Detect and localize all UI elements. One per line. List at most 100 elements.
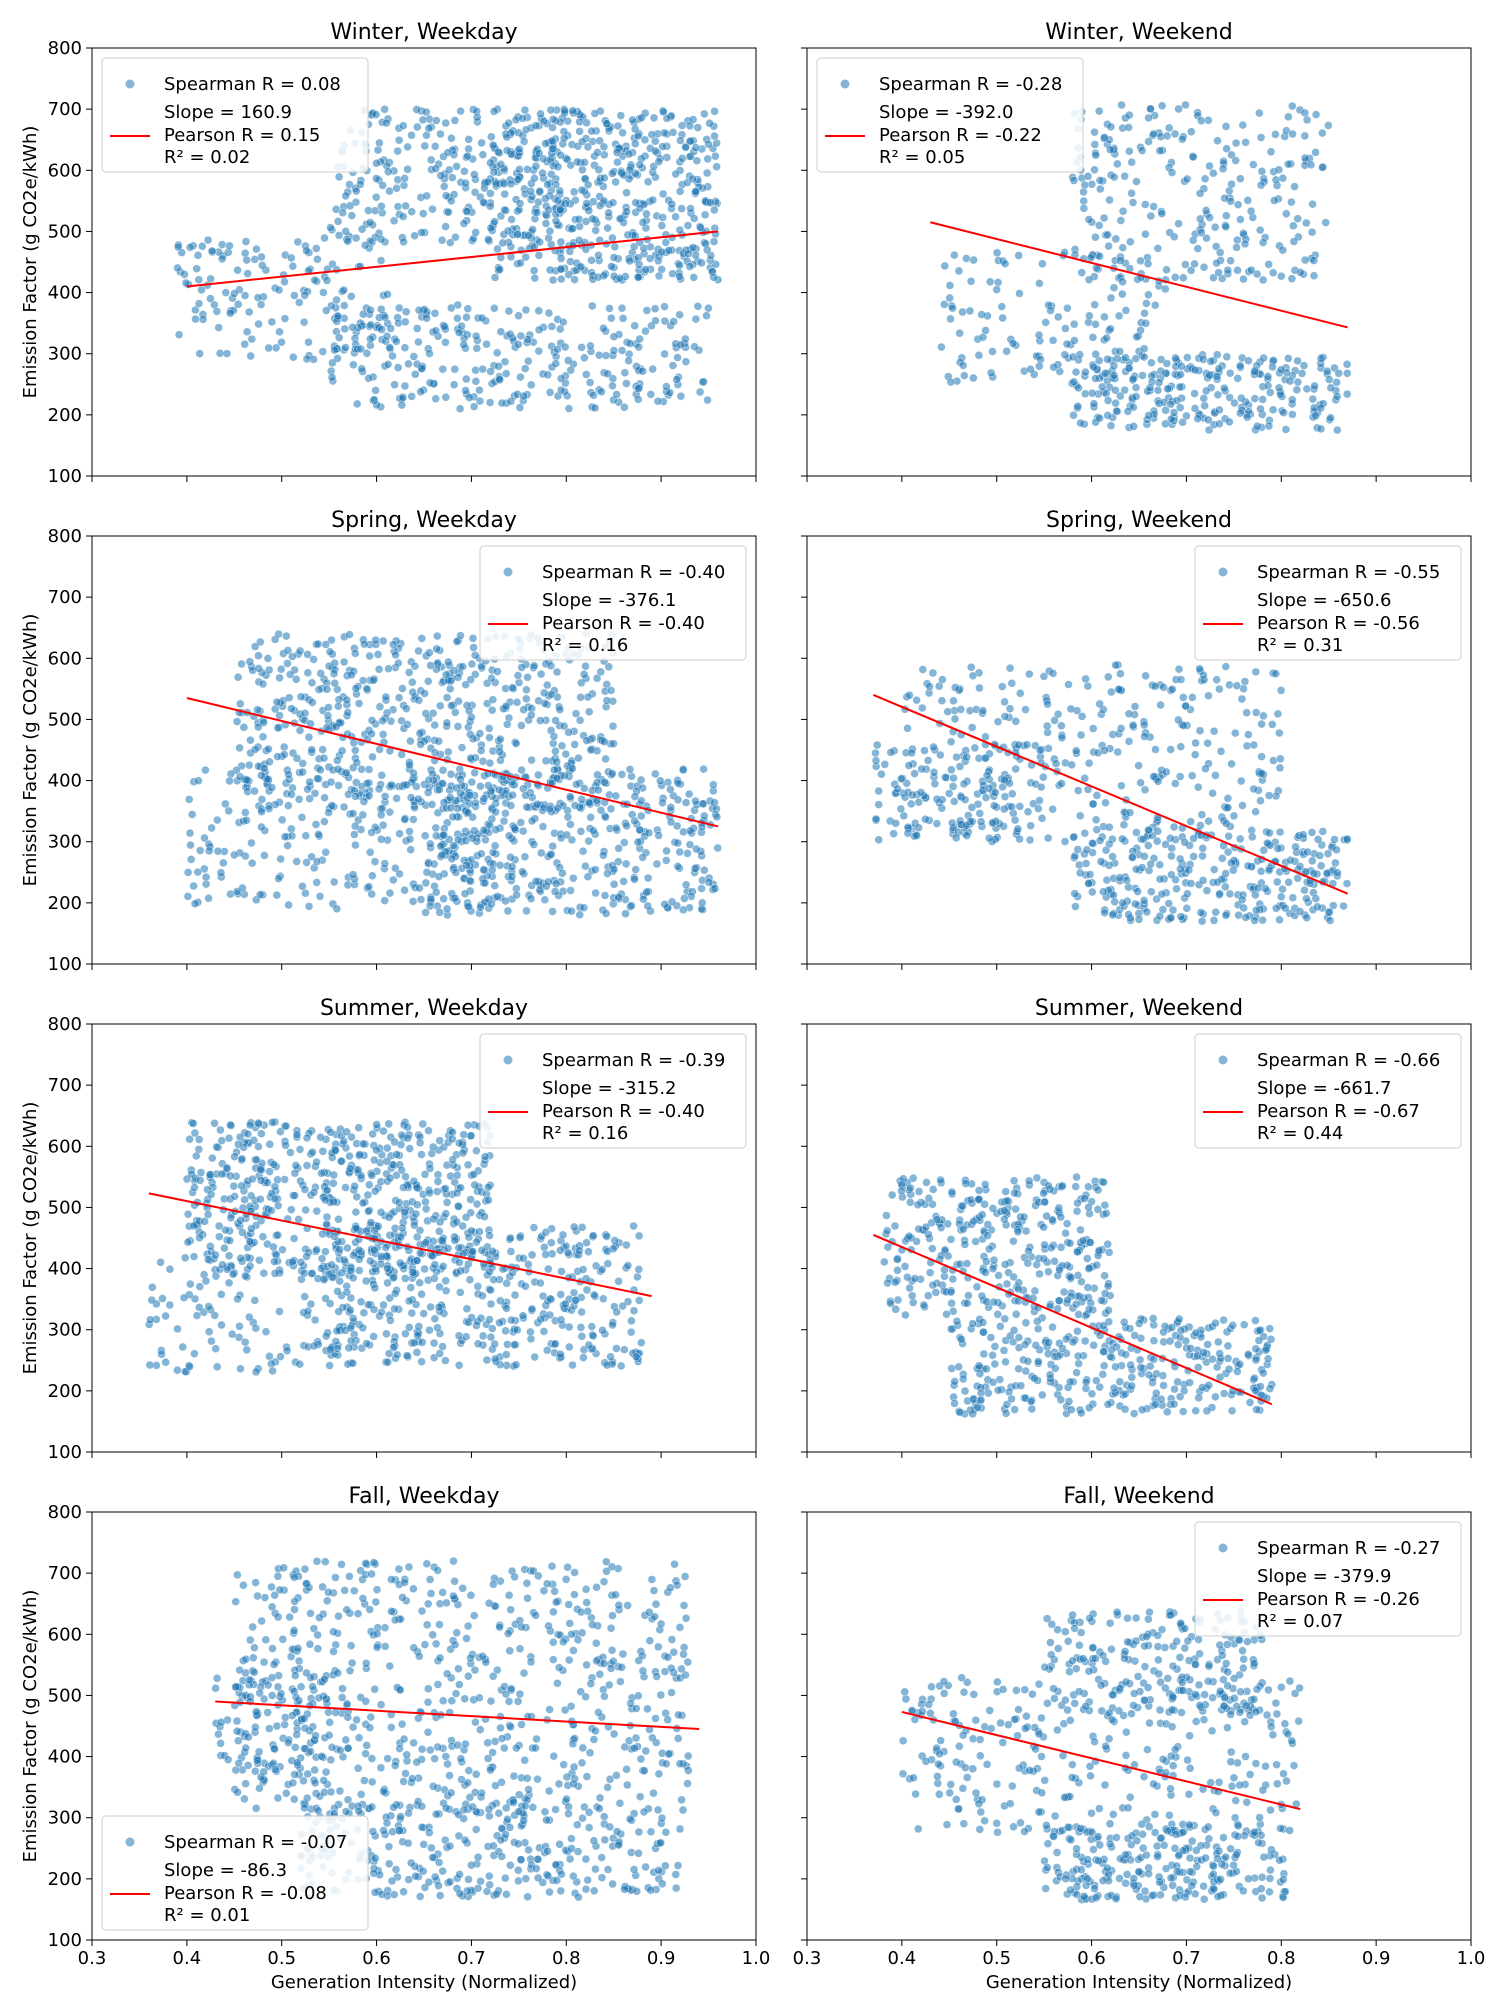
scatter-point [367, 716, 377, 725]
scatter-point [1096, 184, 1105, 194]
scatter-point [302, 858, 311, 867]
scatter-point [322, 306, 331, 315]
scatter-point [486, 202, 495, 211]
scatter-point [583, 142, 593, 152]
scatter-point [930, 779, 940, 788]
scatter-point [1095, 176, 1105, 185]
scatter-point [563, 1248, 573, 1257]
scatter-point [637, 811, 646, 821]
scatter-point [569, 187, 579, 197]
scatter-point [203, 235, 213, 245]
scatter-point [380, 792, 390, 801]
scatter-point [681, 880, 691, 889]
scatter-point [467, 777, 476, 787]
scatter-point [232, 717, 242, 726]
scatter-point [531, 161, 541, 171]
scatter-point [422, 314, 431, 323]
y-axis-label: Emission Factor (g CO2e/kWh) [20, 614, 41, 887]
scatter-point [206, 1190, 216, 1199]
scatter-point [1115, 873, 1125, 882]
scatter-point [986, 277, 995, 286]
scatter-point [379, 1300, 388, 1310]
scatter-point [1141, 319, 1151, 328]
scatter-point [287, 831, 297, 841]
scatter-point [599, 142, 609, 152]
scatter-point [399, 1183, 408, 1192]
scatter-point [651, 769, 660, 779]
scatter-point [411, 370, 420, 379]
scatter-point [322, 1219, 331, 1229]
scatter-point [587, 1322, 596, 1331]
scatter-point [441, 1356, 450, 1365]
scatter-point [709, 780, 718, 789]
scatter-point [981, 793, 991, 802]
scatter-point [318, 745, 327, 754]
scatter-point [347, 211, 356, 220]
scatter-point [500, 205, 509, 215]
scatter-point [685, 840, 695, 849]
scatter-point [440, 322, 449, 331]
scatter-point [254, 664, 263, 673]
scatter-point [405, 760, 414, 770]
scatter-point [1263, 838, 1272, 848]
scatter-point [607, 314, 616, 323]
scatter-point [1132, 177, 1141, 186]
y-tick-label: 800 [48, 38, 82, 59]
scatter-point [688, 243, 698, 252]
scatter-point [502, 1304, 511, 1313]
scatter-point [1223, 794, 1233, 803]
scatter-point [236, 699, 245, 708]
scatter-point [513, 230, 522, 239]
scatter-point [1124, 910, 1133, 919]
scatter-point [709, 273, 718, 282]
scatter-point [385, 186, 394, 196]
scatter-point [1297, 369, 1307, 378]
scatter-point [394, 693, 404, 702]
scatter-point [365, 651, 374, 661]
scatter-point [201, 879, 211, 889]
scatter-point [1190, 259, 1199, 269]
scatter-point [348, 809, 358, 818]
scatter-point [1128, 721, 1138, 730]
scatter-point [392, 1150, 401, 1159]
scatter-point [1007, 679, 1016, 688]
scatter-point [325, 647, 335, 656]
scatter-point [421, 878, 431, 888]
scatter-point [522, 906, 531, 916]
scatter-point [264, 343, 273, 353]
scatter-point [1023, 807, 1033, 816]
scatter-point [610, 242, 619, 252]
scatter-point [1124, 123, 1133, 132]
scatter-point [700, 210, 710, 220]
scatter-point [1114, 685, 1123, 694]
scatter-point [245, 1237, 255, 1246]
scatter-point [691, 187, 700, 196]
plot-frame [91, 47, 757, 477]
scatter-point [1057, 721, 1066, 730]
y-tick-label: 500 [48, 709, 82, 730]
legend-r2: R² = 0.16 [542, 635, 628, 656]
scatter-point [555, 186, 564, 196]
scatter-point [273, 752, 282, 761]
scatter-point [627, 1327, 636, 1337]
scatter-point [967, 803, 977, 812]
scatter-point [1161, 284, 1170, 294]
scatter-point [1079, 204, 1089, 213]
scatter-point [214, 323, 223, 332]
scatter-point [579, 903, 589, 912]
scatter-point [442, 693, 452, 702]
scatter-point [1157, 209, 1167, 218]
scatter-point [521, 364, 530, 373]
scatter-point [1276, 892, 1286, 901]
scatter-points [183, 629, 722, 920]
scatter-point [681, 357, 691, 366]
scatter-point [564, 270, 573, 279]
scatter-point [675, 225, 684, 235]
scatter-point [356, 180, 365, 189]
scatter-point [370, 1283, 380, 1293]
scatter-point [417, 634, 426, 643]
scatter-point [356, 344, 365, 354]
scatter-point [891, 819, 900, 828]
scatter-point [513, 175, 523, 184]
scatter-point [1177, 362, 1186, 371]
